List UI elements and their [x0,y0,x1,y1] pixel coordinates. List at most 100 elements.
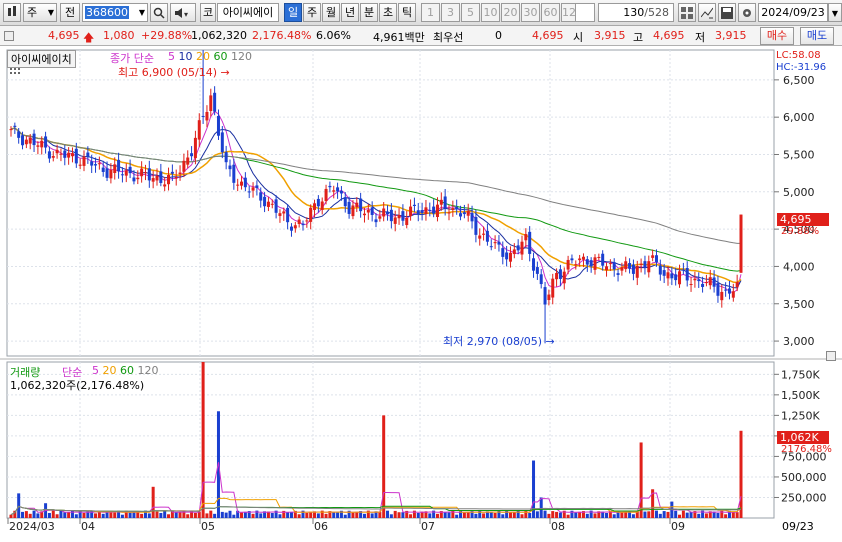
volume-ma-period-5[interactable]: 5 [92,364,103,377]
minute-button-5[interactable]: 5 [461,3,480,22]
minute-button-10[interactable]: 10 [481,3,500,22]
ma-period-60[interactable]: 60 [213,50,231,63]
candle-body [524,234,528,241]
candle-body [678,271,682,285]
ma-period-120[interactable]: 120 [231,50,252,63]
ma-period-10[interactable]: 10 [178,50,196,63]
candle-body [420,210,424,213]
candle-body [151,178,155,182]
date-field[interactable]: 2024/09/23 [758,3,828,22]
candle-body [24,139,28,145]
x-tick-label: 2024/03 [9,520,55,533]
period-tab-1[interactable]: 주 [303,3,321,22]
stock-name-label: 아이씨에이 [222,6,274,19]
volume-bar [82,512,86,518]
volume-bar [566,514,570,518]
candle-body [220,132,224,153]
save-icon[interactable] [718,3,736,22]
search-icon[interactable] [150,3,168,22]
minute-button-3[interactable]: 3 [441,3,460,22]
volume-bar [282,510,286,518]
buy-button[interactable]: 매수 [760,27,794,45]
candle-body [662,270,666,276]
date-picker-button[interactable]: ▼ [828,3,842,22]
count-spin-left[interactable] [575,3,595,22]
chevron-down-icon: ▼ [47,8,54,17]
candle-body [297,219,301,224]
volume-bar [654,510,658,518]
volume-ma-period-120[interactable]: 120 [137,364,159,377]
candle-body [697,279,701,282]
volume-ma-period-60[interactable]: 60 [120,364,138,377]
candle-body [528,231,532,254]
prev-button[interactable]: 전 [60,3,80,22]
period-tab-4[interactable]: 분 [360,3,378,22]
stock-code-input[interactable]: 368600 ▼ [82,3,148,22]
svg-text:▾: ▾ [184,10,188,19]
candle-body [282,211,286,214]
volume-bar [608,510,612,518]
candle-body [501,248,505,257]
price-pane-resize-handle[interactable] [826,351,836,361]
volume-bar [562,510,566,518]
candle-body [505,252,509,260]
settings-icon[interactable] [738,3,756,22]
candle-body [370,207,374,215]
volume-ma-period-20[interactable]: 20 [102,364,120,377]
sound-icon[interactable]: ▾ [170,3,196,22]
x-tick-label: 07 [421,520,435,533]
period-tab-6[interactable]: 틱 [398,3,416,22]
volume-bar [17,493,21,518]
candle-body [378,216,382,219]
volume-bar [255,510,259,518]
candle-body [466,211,470,216]
candle-body [224,152,228,163]
period-tab-0[interactable]: 일 [284,3,302,22]
volume-bar [101,513,105,518]
candle-body [459,213,463,217]
candle-body [128,166,132,174]
volume-value: 1,062,320 [191,29,247,42]
minute-button-20[interactable]: 20 [501,3,520,22]
period-tab-2[interactable]: 월 [322,3,340,22]
candle-body [240,181,244,186]
ma-period-5[interactable]: 5 [168,50,179,63]
market-type-select[interactable]: 주 ▼ [23,3,57,22]
candle-body [313,203,317,210]
minute-button-60[interactable]: 60 [541,3,560,22]
chart-area[interactable]: 6,500 6,000 5,500 5,000 4,500 4,000 3,500 3,000… [0,46,842,542]
grid-icon[interactable] [678,3,696,22]
minute-button-30[interactable]: 30 [521,3,540,22]
candle-body [243,177,247,188]
candle-body [105,168,109,178]
ma-period-20[interactable]: 20 [196,50,214,63]
stock-tag[interactable]: 아이씨에이치 [7,50,76,68]
candle-body [359,198,363,212]
volume-title: 거래량 [10,366,41,379]
minute-button-1[interactable]: 1 [421,3,440,22]
volume-bar [432,510,436,518]
period-tab-3[interactable]: 년 [341,3,359,22]
volume-bar [186,514,190,518]
chart-type-icon[interactable] [3,3,21,22]
x-tick-label: 05 [201,520,215,533]
volume-bar [313,511,317,518]
sell-button[interactable]: 매도 [800,27,834,45]
count-input[interactable]: 130/528 [598,3,674,22]
candle-body [485,230,489,242]
arrow-right-icon: → [545,335,555,348]
expand-icon[interactable] [4,31,14,41]
volume-bar [366,510,370,518]
priority-label: 최우선 [433,31,464,44]
period-tab-5[interactable]: 초 [379,3,397,22]
volume-bar [539,497,543,518]
volume-bar [658,513,662,518]
candle-body [651,255,655,258]
candle-body [82,156,86,166]
volume-bar [731,512,735,518]
candle-body [274,199,278,213]
volume-bar [662,511,666,518]
candle-body [232,164,236,183]
crosshair-icon[interactable] [698,3,716,22]
arrow-right-icon: → [220,66,230,79]
